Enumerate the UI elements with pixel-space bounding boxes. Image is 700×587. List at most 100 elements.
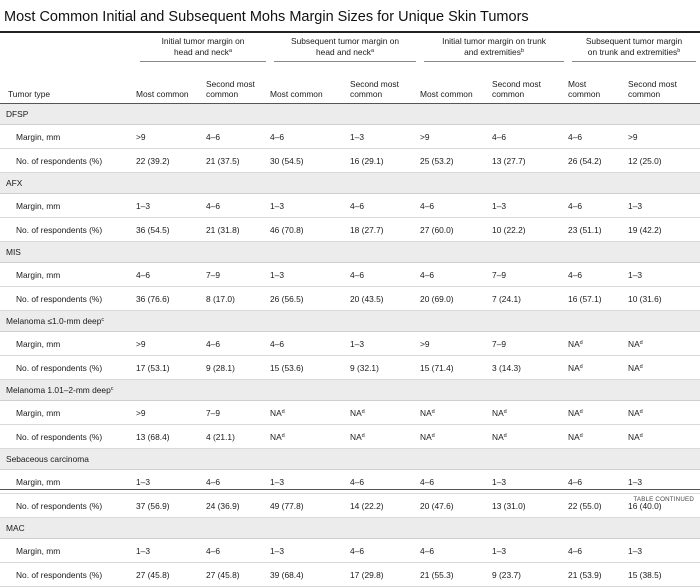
respondents-row: No. of respondents (%) 17 (53.1) 9 (28.1) 1… xyxy=(0,355,700,380)
table-continued-note: TABLE CONTINUED xyxy=(633,496,694,503)
table-cell: 20 (47.6) xyxy=(420,493,493,518)
tumor-type-name: DFSP xyxy=(0,103,700,125)
table-cell: 1–3 xyxy=(270,193,351,218)
row-label: No. of respondents (%) xyxy=(0,562,136,587)
table-cell: 12 (25.0) xyxy=(628,148,700,173)
margin-row: Margin, mm >9 4–6 4–6 1–3 >9 4–6 4–6 >9 xyxy=(0,124,700,149)
table-cell: 1–3 xyxy=(136,538,206,563)
tumor-type-name: Sebaceous carcinoma xyxy=(0,448,700,470)
table-cell: 3 (14.3) xyxy=(492,355,569,380)
table-cell: 1–3 xyxy=(492,193,569,218)
table-cell: 20 (69.0) xyxy=(420,286,493,311)
table-cell: 4–6 xyxy=(420,538,493,563)
table-cell: >9 xyxy=(136,331,206,356)
table-cell: 25 (53.2) xyxy=(420,148,493,173)
margin-row: Margin, mm 4–6 7–9 1–3 4–6 4–6 7–9 4–6 1–3 xyxy=(0,262,700,287)
respondents-row: No. of respondents (%) 37 (56.9) 24 (36.9)… xyxy=(0,493,700,518)
table-cell: 4–6 xyxy=(420,193,493,218)
table-cell: 7–9 xyxy=(206,262,271,287)
table-cell: 7–9 xyxy=(492,331,569,356)
row-label: No. of respondents (%) xyxy=(0,424,136,449)
group-header: Subsequent tumor margin on head and necka xyxy=(270,33,420,63)
table-cell: 15 (53.6) xyxy=(270,355,351,380)
table-body: DFSP Margin, mm >9 4–6 4–6 1–3 >9 4–6 4–6 >9 No. o… xyxy=(0,103,700,587)
margin-row: Margin, mm >9 4–6 4–6 1–3 >9 7–9 NAd NAd xyxy=(0,331,700,356)
row-label: Margin, mm xyxy=(0,262,136,287)
table-cell: 4–6 xyxy=(206,124,271,149)
tumor-section-row: DFSP xyxy=(0,103,700,125)
tumor-type-name: MIS xyxy=(0,241,700,263)
table-cell: 49 (77.8) xyxy=(270,493,351,518)
table-cell: NAd xyxy=(628,355,700,380)
bottom-rule xyxy=(0,489,700,490)
tumor-section-row: MAC xyxy=(0,517,700,539)
table-cell: 4–6 xyxy=(568,193,629,218)
table-cell: 4–6 xyxy=(568,262,629,287)
table-cell: 19 (42.2) xyxy=(628,217,700,242)
top-rule xyxy=(0,31,700,33)
most-common-header: Most common xyxy=(270,89,323,99)
table-cell: NAd xyxy=(568,331,629,356)
table-cell: 4–6 xyxy=(568,124,629,149)
table-cell: 27 (60.0) xyxy=(420,217,493,242)
second-most-common-header: Second most common xyxy=(628,79,677,99)
table-cell: 4–6 xyxy=(136,262,206,287)
table-cell: 26 (54.2) xyxy=(568,148,629,173)
group-header: Initial tumor margin on trunk and extremi… xyxy=(420,33,568,63)
table-title: Most Common Initial and Subsequent Mohs … xyxy=(4,9,529,25)
table-cell: 17 (53.1) xyxy=(136,355,206,380)
table-cell: NAd xyxy=(628,400,700,425)
table-cell: NAd xyxy=(568,400,629,425)
table-cell: 13 (27.7) xyxy=(492,148,569,173)
table-cell: 16 (29.1) xyxy=(350,148,421,173)
respondents-row: No. of respondents (%) 27 (45.8) 27 (45.8)… xyxy=(0,562,700,587)
tumor-section-row: AFX xyxy=(0,172,700,194)
most-common-header: Most common xyxy=(136,89,189,99)
respondents-row: No. of respondents (%) 36 (76.6) 8 (17.0) 2… xyxy=(0,286,700,311)
table-cell: 18 (27.7) xyxy=(350,217,421,242)
row-label: Margin, mm xyxy=(0,331,136,356)
tumor-section-row: Melanoma ≤1.0-mm deepc xyxy=(0,310,700,332)
table-cell: NAd xyxy=(350,424,421,449)
respondents-row: No. of respondents (%) 22 (39.2) 21 (37.5)… xyxy=(0,148,700,173)
tumor-section-row: Melanoma 1.01–2-mm deepc xyxy=(0,379,700,401)
respondents-row: No. of respondents (%) 36 (54.5) 21 (31.8)… xyxy=(0,217,700,242)
table-cell: 36 (76.6) xyxy=(136,286,206,311)
table-cell: 16 (57.1) xyxy=(568,286,629,311)
table-cell: 9 (23.7) xyxy=(492,562,569,587)
table-cell: 10 (22.2) xyxy=(492,217,569,242)
table-cell: NAd xyxy=(270,400,351,425)
table-cell: 14 (22.2) xyxy=(350,493,421,518)
table-cell: >9 xyxy=(628,124,700,149)
table-cell: 1–3 xyxy=(492,538,569,563)
row-label: Margin, mm xyxy=(0,193,136,218)
table-cell: 4–6 xyxy=(350,193,421,218)
respondents-row: No. of respondents (%) 13 (68.4) 4 (21.1) N… xyxy=(0,424,700,449)
row-label: No. of respondents (%) xyxy=(0,355,136,380)
table-cell: 27 (45.8) xyxy=(206,562,271,587)
table-cell: 4 (21.1) xyxy=(206,424,271,449)
tumor-type-name: Melanoma 1.01–2-mm deepc xyxy=(0,379,700,401)
table-cell: NAd xyxy=(568,355,629,380)
table-cell: 23 (51.1) xyxy=(568,217,629,242)
table-cell: 1–3 xyxy=(270,538,351,563)
table-cell: >9 xyxy=(136,400,206,425)
table-cell: 1–3 xyxy=(350,331,421,356)
table-cell: 4–6 xyxy=(350,538,421,563)
table-cell: 1–3 xyxy=(628,193,700,218)
table-cell: >9 xyxy=(420,331,493,356)
table-cell: 36 (54.5) xyxy=(136,217,206,242)
margin-row: Margin, mm >9 7–9 NAd NAd NAd NAd NAd NAd xyxy=(0,400,700,425)
tumor-section-row: MIS xyxy=(0,241,700,263)
tumor-type-header: Tumor type xyxy=(8,89,51,99)
table-cell: 30 (54.5) xyxy=(270,148,351,173)
most-common-header: Most common xyxy=(568,79,601,99)
table-cell: 7–9 xyxy=(492,262,569,287)
table-cell: 9 (28.1) xyxy=(206,355,271,380)
tumor-type-name: AFX xyxy=(0,172,700,194)
tumor-type-name: MAC xyxy=(0,517,700,539)
table-cell: NAd xyxy=(492,400,569,425)
row-label: No. of respondents (%) xyxy=(0,493,136,518)
table-cell: 4–6 xyxy=(568,538,629,563)
table-cell: 26 (56.5) xyxy=(270,286,351,311)
